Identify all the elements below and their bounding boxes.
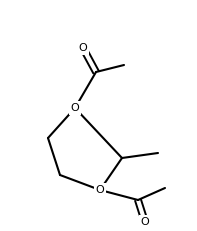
Text: O: O [79,43,87,53]
Text: O: O [71,103,79,113]
Text: O: O [96,185,104,195]
Text: O: O [141,217,149,227]
